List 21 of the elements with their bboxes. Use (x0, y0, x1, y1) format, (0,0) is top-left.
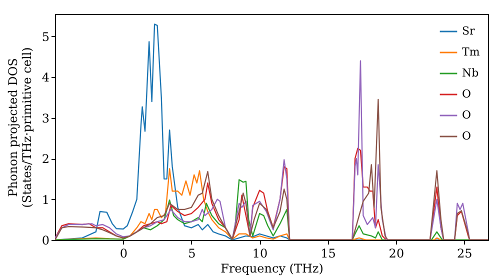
y-axis-title: Phonon projected DOS (States/THz·primitive cell) (6, 47, 34, 208)
legend-label: Sr (462, 24, 476, 38)
y-tick-label: 5 (42, 30, 50, 44)
x-tick-label: 0 (120, 246, 128, 260)
legend-label: O (462, 88, 472, 100)
x-tick-label: 10 (252, 246, 268, 260)
x-tick-label: 15 (320, 246, 336, 260)
y-tick-label: 4 (42, 70, 50, 85)
x-tick-label: 20 (388, 246, 404, 260)
x-tick-label: 5 (188, 246, 196, 260)
legend-label: Nb (462, 66, 479, 80)
y-tick-label: 2 (42, 152, 50, 166)
legend-label: Tm (462, 46, 480, 58)
legend-label: O (462, 108, 472, 122)
y-tick-label: 3 (42, 111, 50, 126)
legend-label: O (462, 130, 472, 142)
y-tick-label: 0 (42, 234, 50, 248)
line-series (55, 98, 488, 240)
x-axis-title: Frequency (THz) (220, 262, 324, 276)
x-tick-label: 25 (456, 246, 472, 260)
y-tick-label: 1 (42, 192, 50, 207)
